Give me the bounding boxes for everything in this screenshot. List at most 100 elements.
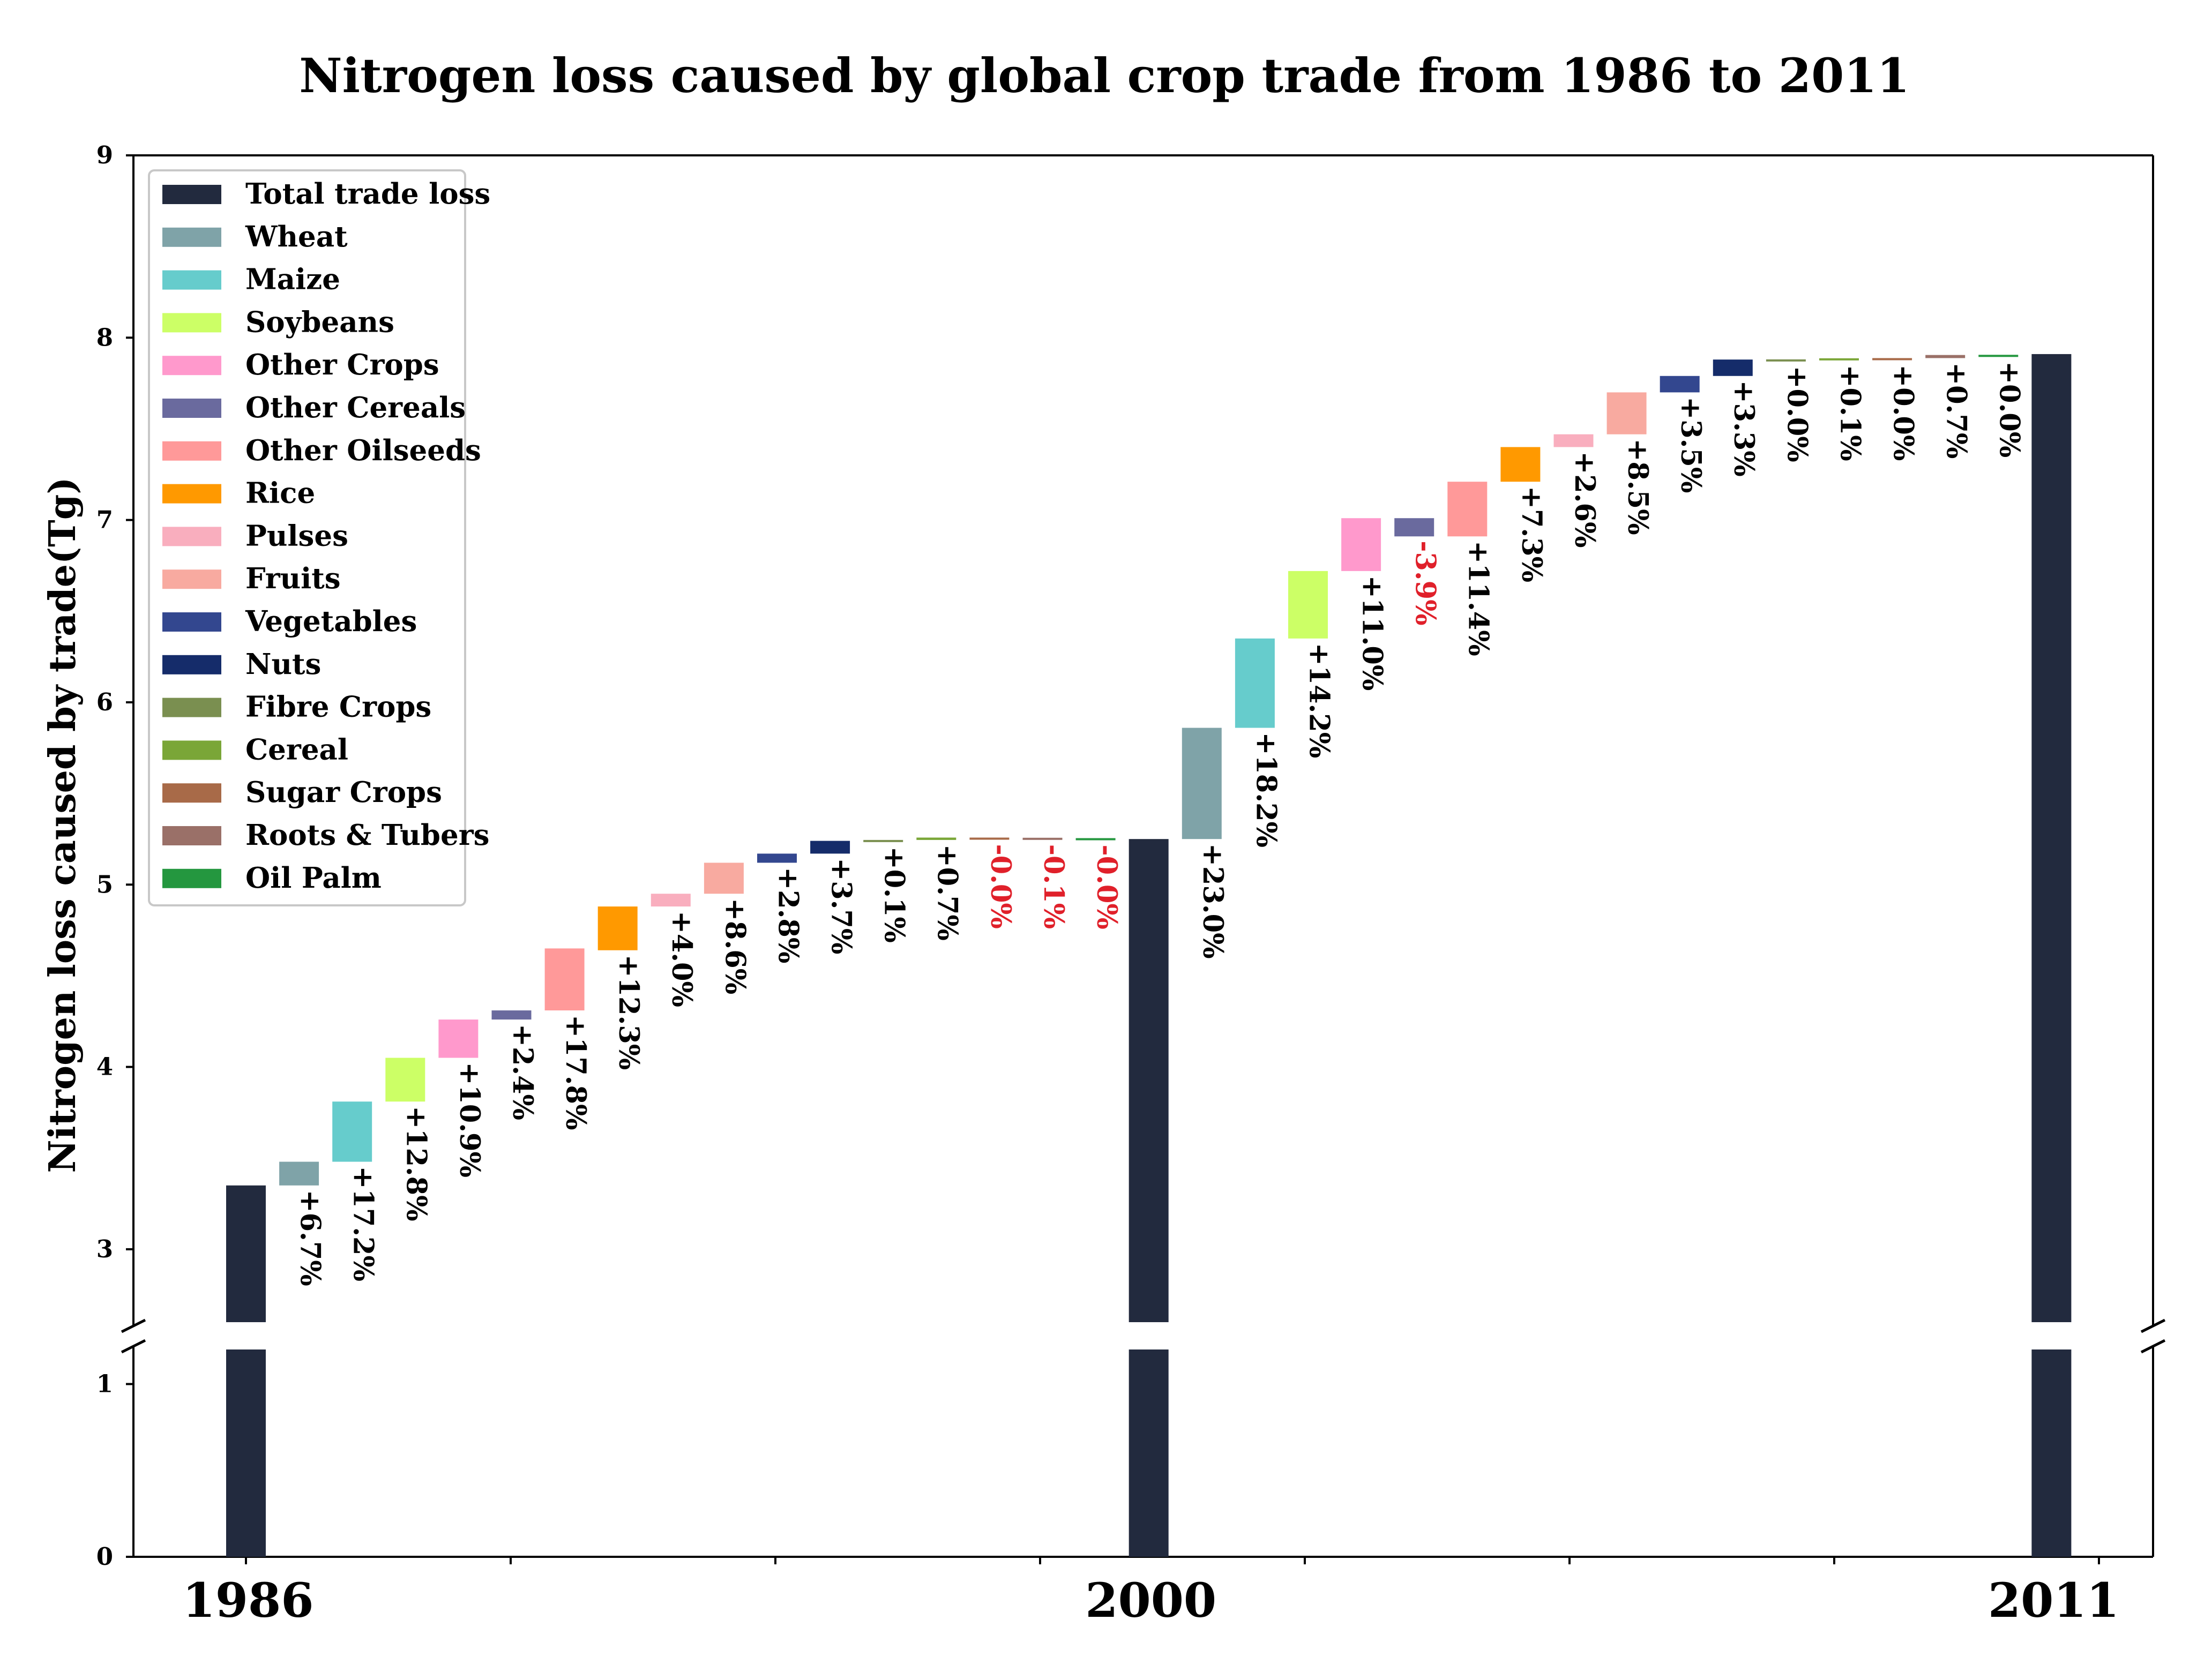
y-tick-label: 8 bbox=[96, 323, 113, 351]
step-label: +8.6% bbox=[719, 898, 751, 994]
y-tick-label: 0 bbox=[96, 1542, 113, 1571]
step-label: -3.9% bbox=[1409, 541, 1441, 625]
legend-label: Maize bbox=[245, 263, 340, 296]
axis-break-mark-lower bbox=[121, 1339, 146, 1354]
step-bar-fruits bbox=[704, 863, 744, 894]
step-bar-wheat bbox=[279, 1161, 319, 1186]
y-tick-label: 6 bbox=[96, 688, 113, 716]
step-bar-cereal bbox=[916, 837, 956, 840]
step-bar-roots-tubers bbox=[1022, 837, 1063, 840]
step-label: +18.2% bbox=[1250, 732, 1282, 848]
step-label: +0.1% bbox=[878, 846, 910, 943]
bar-labels: +6.7% +17.2% +12.8% +10.9% +2.4% +17.8% +12.3%… bbox=[294, 361, 2026, 1286]
step-label: +17.2% bbox=[347, 1166, 379, 1281]
legend-swatch bbox=[162, 826, 221, 845]
legend-swatch bbox=[162, 313, 221, 333]
legend-swatch bbox=[162, 868, 221, 888]
step-label: +2.8% bbox=[772, 867, 804, 963]
step-bar-roots-tubers bbox=[1925, 355, 1966, 358]
step-bar-soybeans bbox=[385, 1058, 425, 1102]
step-label: +6.7% bbox=[294, 1190, 326, 1286]
step-label: +10.9% bbox=[453, 1062, 485, 1178]
legend-swatch bbox=[162, 527, 221, 546]
step-label: +2.4% bbox=[506, 1024, 539, 1120]
legend-swatch bbox=[162, 484, 221, 504]
step-label: +0.7% bbox=[931, 844, 963, 941]
step-label: +8.5% bbox=[1621, 439, 1654, 535]
legend-label: Total trade loss bbox=[245, 177, 490, 211]
step-bar-sugar-crops bbox=[969, 837, 1010, 840]
legend-swatch bbox=[162, 356, 221, 376]
axis-break-mark-upper bbox=[2140, 1318, 2166, 1333]
step-label: +23.0% bbox=[1197, 843, 1229, 958]
x-category-label: 2000 bbox=[1085, 1572, 1216, 1628]
step-bar-maize bbox=[332, 1101, 372, 1162]
legend-label: Nuts bbox=[245, 648, 321, 681]
step-bar-other-cereals bbox=[1394, 518, 1434, 537]
step-bar-nuts bbox=[810, 841, 850, 854]
legend-label: Wheat bbox=[245, 220, 348, 253]
axes: 0 1 3 4 5 6 7 8 9 1986 2000 2011 bbox=[96, 141, 2166, 1628]
legend-label: Oil Palm bbox=[245, 861, 382, 895]
step-label: +0.7% bbox=[1940, 362, 1972, 459]
step-label: +12.3% bbox=[612, 955, 645, 1070]
step-label: +0.1% bbox=[1834, 365, 1866, 461]
legend-swatch bbox=[162, 612, 221, 632]
legend-label: Cereal bbox=[245, 733, 348, 766]
step-bar-wheat bbox=[1182, 728, 1222, 839]
x-category-label: 2011 bbox=[1988, 1572, 2119, 1628]
axis-break-mark-lower bbox=[2140, 1339, 2166, 1354]
step-label: +4.0% bbox=[666, 911, 698, 1007]
y-tick-label: 7 bbox=[96, 506, 113, 534]
step-bar-soybeans bbox=[1288, 571, 1328, 639]
step-label: +0.0% bbox=[1887, 364, 1919, 461]
step-label: +3.3% bbox=[1728, 380, 1760, 477]
step-label: +3.7% bbox=[825, 858, 857, 954]
legend-label: Fibre Crops bbox=[245, 691, 431, 724]
step-bar-fruits bbox=[1606, 392, 1647, 434]
chart-title: Nitrogen loss caused by global crop trad… bbox=[299, 48, 1910, 103]
legend-label: Other Cereals bbox=[245, 391, 466, 424]
total-bar-1986-upper bbox=[226, 1185, 266, 1322]
step-bar-rice bbox=[597, 906, 638, 950]
legend-swatch bbox=[162, 441, 221, 461]
total-bar-1986-lower bbox=[226, 1349, 266, 1557]
step-bar-other-oilseeds bbox=[1447, 482, 1488, 537]
step-bar-rice bbox=[1500, 447, 1541, 482]
step-bar-nuts bbox=[1713, 359, 1753, 376]
step-bar-other-crops bbox=[438, 1019, 479, 1058]
legend-swatch bbox=[162, 270, 221, 290]
legend-label: Rice bbox=[245, 477, 315, 510]
step-label: +3.5% bbox=[1675, 396, 1707, 493]
x-category-label: 1986 bbox=[183, 1572, 314, 1628]
step-bar-other-cereals bbox=[491, 1010, 532, 1020]
step-bar-cereal bbox=[1819, 358, 1859, 361]
legend-label: Other Oilseeds bbox=[245, 434, 481, 467]
total-bar-2000-lower bbox=[1129, 1349, 1169, 1557]
step-label: +17.8% bbox=[559, 1015, 592, 1130]
y-tick-label: 1 bbox=[96, 1370, 113, 1398]
step-bar-oil-palm bbox=[1978, 355, 2019, 357]
legend-swatch bbox=[162, 655, 221, 674]
step-bar-other-crops bbox=[1341, 518, 1381, 571]
y-axis-label: Nitrogen loss caused by trade(Tg) bbox=[41, 477, 84, 1173]
step-bar-other-oilseeds bbox=[544, 948, 585, 1011]
legend-swatch bbox=[162, 783, 221, 803]
step-label: +12.8% bbox=[400, 1106, 432, 1221]
total-bar-2011-upper bbox=[2031, 354, 2072, 1322]
legend-swatch bbox=[162, 740, 221, 760]
legend-label: Pulses bbox=[245, 519, 348, 552]
legend-swatch bbox=[162, 569, 221, 589]
step-label: -0.0% bbox=[984, 844, 1017, 928]
legend-swatch bbox=[162, 185, 221, 204]
step-bar-fibre-crops bbox=[863, 839, 903, 842]
legend: Total trade loss Wheat Maize Soybeans Other … bbox=[148, 169, 490, 906]
legend-label: Other Crops bbox=[245, 348, 439, 381]
step-bar-sugar-crops bbox=[1872, 358, 1912, 361]
step-label: +0.0% bbox=[1781, 366, 1813, 462]
axis-break-mark-upper bbox=[121, 1318, 146, 1333]
step-bar-vegetables bbox=[757, 853, 797, 863]
total-bar-2011-lower bbox=[2031, 1349, 2072, 1557]
legend-label: Soybeans bbox=[245, 305, 394, 339]
legend-box bbox=[148, 169, 466, 906]
